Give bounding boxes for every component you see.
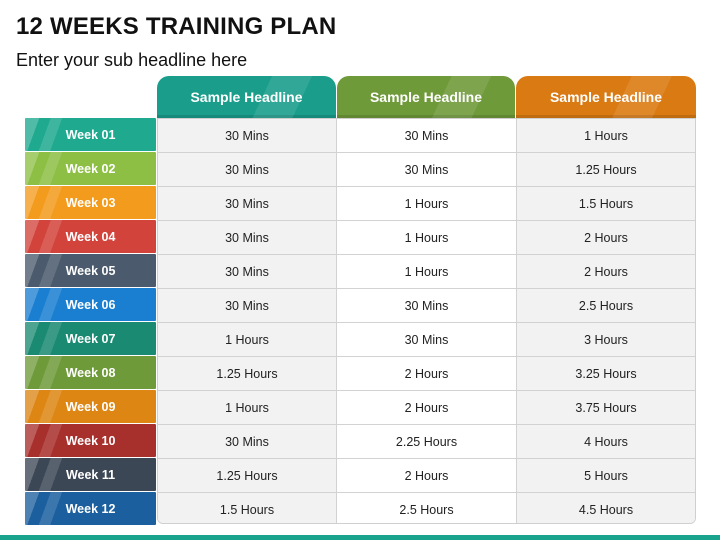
week-label-5: Week 05 [25, 254, 156, 287]
table-cell: 1.25 Hours [158, 459, 337, 492]
column-header-label: Sample Headline [190, 89, 303, 105]
week-label-11: Week 11 [25, 458, 156, 491]
table-cell: 2 Hours [337, 459, 517, 492]
table-row: 30 Mins 30 Mins 2.5 Hours [158, 289, 695, 323]
table-row: 1.25 Hours 2 Hours 3.25 Hours [158, 357, 695, 391]
table-cell: 30 Mins [158, 255, 337, 288]
table-cell: 2.5 Hours [337, 493, 517, 523]
table-row: 1 Hours 30 Mins 3 Hours [158, 323, 695, 357]
table-cell: 2 Hours [517, 255, 695, 288]
table-cell: 30 Mins [337, 153, 517, 186]
page-title: 12 WEEKS TRAINING PLAN [16, 13, 337, 40]
week-label-12: Week 12 [25, 492, 156, 525]
table-cell: 2.5 Hours [517, 289, 695, 322]
week-label-text: Week 03 [65, 195, 116, 210]
table-row: 30 Mins 2.25 Hours 4 Hours [158, 425, 695, 459]
table-cell: 1 Hours [337, 255, 517, 288]
week-label-text: Week 08 [65, 365, 116, 380]
week-label-text: Week 06 [65, 297, 116, 312]
table-cell: 1 Hours [337, 187, 517, 220]
week-label-8: Week 08 [25, 356, 156, 389]
table-row: 1.25 Hours 2 Hours 5 Hours [158, 459, 695, 493]
table-cell: 1 Hours [158, 391, 337, 424]
week-label-text: Week 01 [65, 127, 116, 142]
table-cell: 2 Hours [517, 221, 695, 254]
table-cell: 30 Mins [158, 187, 337, 220]
page-subtitle: Enter your sub headline here [16, 50, 248, 70]
table-row: 1 Hours 2 Hours 3.75 Hours [158, 391, 695, 425]
week-label-text: Week 02 [65, 161, 116, 176]
week-label-6: Week 06 [25, 288, 156, 321]
table-cell: 4.5 Hours [517, 493, 695, 523]
week-label-text: Week 07 [65, 331, 116, 346]
week-label-10: Week 10 [25, 424, 156, 457]
table-cell: 30 Mins [158, 221, 337, 254]
table-cell: 1 Hours [158, 323, 337, 356]
table-cell: 3 Hours [517, 323, 695, 356]
week-label-text: Week 09 [65, 399, 116, 414]
table-cell: 1.25 Hours [517, 153, 695, 186]
bottom-accent-bar [0, 535, 720, 540]
column-header-label: Sample Headline [549, 89, 663, 105]
week-label-1: Week 01 [25, 118, 156, 151]
table-row: 30 Mins 30 Mins 1 Hours [158, 119, 695, 153]
table-row: 30 Mins 1 Hours 2 Hours [158, 255, 695, 289]
table-cell: 3.25 Hours [517, 357, 695, 390]
table-cell: 4 Hours [517, 425, 695, 458]
week-label-text: Week 04 [65, 229, 116, 244]
table-cell: 2.25 Hours [337, 425, 517, 458]
column-header-1: Sample Headline [157, 76, 336, 118]
table-cell: 1 Hours [517, 119, 695, 152]
week-label-text: Week 05 [65, 263, 116, 278]
week-label-7: Week 07 [25, 322, 156, 355]
table-cell: 30 Mins [158, 119, 337, 152]
column-header-2: Sample Headline [337, 76, 515, 118]
table-row: 1.5 Hours 2.5 Hours 4.5 Hours [158, 493, 695, 523]
column-header-3: Sample Headline [516, 76, 696, 118]
week-label-2: Week 02 [25, 152, 156, 185]
table-cell: 1 Hours [337, 221, 517, 254]
table-cell: 2 Hours [337, 391, 517, 424]
table-cell: 30 Mins [337, 323, 517, 356]
week-label-text: Week 11 [65, 467, 116, 482]
table-cell: 2 Hours [337, 357, 517, 390]
week-label-9: Week 09 [25, 390, 156, 423]
table-cell: 1.25 Hours [158, 357, 337, 390]
table-cell: 3.75 Hours [517, 391, 695, 424]
table-cell: 1.5 Hours [158, 493, 337, 523]
week-label-text: Week 12 [65, 501, 116, 516]
table-cell: 30 Mins [337, 289, 517, 322]
table-row: 30 Mins 30 Mins 1.25 Hours [158, 153, 695, 187]
table-row: 30 Mins 1 Hours 2 Hours [158, 221, 695, 255]
table-cell: 30 Mins [158, 289, 337, 322]
table-cell: 30 Mins [158, 153, 337, 186]
column-header-label: Sample Headline [369, 89, 483, 105]
week-label-text: Week 10 [65, 433, 116, 448]
table-cell: 30 Mins [337, 119, 517, 152]
table-cell: 1.5 Hours [517, 187, 695, 220]
week-label-4: Week 04 [25, 220, 156, 253]
table-cell: 30 Mins [158, 425, 337, 458]
table-cell: 5 Hours [517, 459, 695, 492]
week-label-3: Week 03 [25, 186, 156, 219]
table-row: 30 Mins 1 Hours 1.5 Hours [158, 187, 695, 221]
training-table: 30 Mins 30 Mins 1 Hours 30 Mins 30 Mins 1.25 … [157, 118, 696, 524]
